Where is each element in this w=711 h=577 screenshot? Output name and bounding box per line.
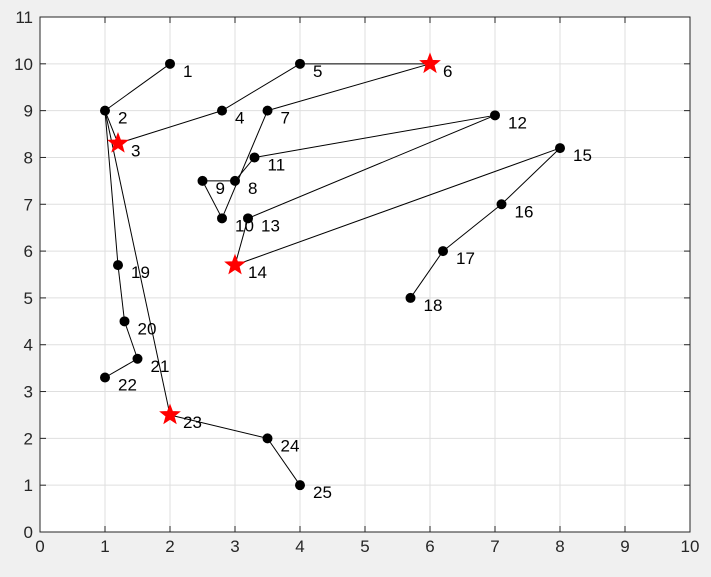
edge-line [117, 265, 125, 322]
point-marker [405, 292, 416, 303]
point-label: 25 [313, 483, 332, 502]
point-label: 10 [235, 216, 254, 235]
point-label: 3 [131, 141, 140, 160]
point-label: 14 [248, 263, 267, 282]
x-tick-label: 8 [555, 537, 564, 556]
y-tick-label: 7 [24, 195, 33, 214]
point-marker [243, 213, 253, 224]
star-marker [224, 253, 246, 275]
edge-line [169, 414, 268, 439]
edge-line [104, 358, 138, 378]
x-tick-label: 3 [230, 537, 239, 556]
connection-lines [104, 63, 561, 486]
x-tick-label: 6 [425, 537, 434, 556]
point-label: 16 [515, 202, 534, 221]
star-marker [107, 131, 129, 153]
x-tick-label: 9 [620, 537, 629, 556]
x-tick-label: 4 [295, 537, 304, 556]
point-label: 15 [573, 146, 592, 165]
x-tick-label: 0 [35, 537, 44, 556]
edge-line [221, 63, 301, 112]
point-marker [132, 353, 143, 364]
y-tick-label: 8 [24, 148, 33, 167]
point-marker [262, 433, 273, 444]
x-tick-label: 2 [165, 537, 174, 556]
edge-line [104, 110, 119, 266]
edge-line [104, 110, 171, 416]
point-marker [119, 316, 130, 327]
star-marker [159, 403, 181, 425]
point-marker [100, 105, 110, 116]
y-tick-label: 2 [24, 429, 33, 448]
point-marker [113, 260, 123, 271]
y-tick-label: 1 [24, 476, 33, 495]
edge-line [442, 203, 502, 252]
point-label: 24 [281, 436, 300, 455]
x-tick-label: 7 [490, 537, 499, 556]
point-label: 20 [138, 319, 157, 338]
point-marker [490, 110, 500, 121]
point-markers [100, 52, 565, 491]
edge-line [501, 147, 561, 205]
edge-line [267, 63, 431, 112]
edge-line [202, 180, 223, 219]
point-marker [249, 152, 260, 163]
y-tick-label: 10 [14, 55, 33, 74]
point-marker [165, 58, 175, 69]
edge-line [247, 114, 496, 219]
point-label: 2 [118, 109, 127, 128]
edge-line [124, 321, 138, 359]
point-label: 6 [443, 62, 452, 81]
point-label: 22 [118, 376, 137, 395]
point-marker [295, 480, 305, 491]
point-label: 19 [131, 263, 150, 282]
y-tick-label: 3 [24, 383, 33, 402]
point-marker [262, 105, 273, 116]
point-marker [217, 213, 227, 224]
point-label: 12 [508, 113, 527, 132]
x-tick-label: 1 [100, 537, 109, 556]
point-label: 21 [151, 357, 170, 376]
point-label: 11 [268, 155, 286, 174]
point-label: 9 [216, 179, 225, 198]
edge-line [117, 110, 223, 144]
point-label: 5 [313, 62, 322, 81]
point-label: 18 [424, 296, 443, 315]
x-tick-label: 5 [360, 537, 369, 556]
edge-line [234, 157, 255, 182]
edge-line [234, 218, 249, 266]
point-label: 13 [261, 216, 280, 235]
point-marker [438, 246, 448, 257]
y-tick-label: 9 [24, 102, 33, 121]
point-marker [295, 58, 305, 69]
edge-line [234, 147, 561, 266]
point-marker [555, 143, 565, 154]
edge-line [410, 250, 444, 299]
point-label: 7 [281, 109, 290, 128]
point-label: 1 [183, 62, 192, 81]
edge-line [104, 63, 171, 112]
point-label: 4 [235, 109, 244, 128]
point-marker [496, 199, 507, 210]
point-marker [230, 175, 240, 186]
x-tick-label: 10 [681, 537, 700, 556]
y-tick-label: 0 [24, 523, 33, 542]
point-marker [100, 372, 110, 383]
edge-line [254, 114, 496, 158]
point-label: 8 [248, 179, 257, 198]
y-tick-label: 5 [24, 289, 33, 308]
star-marker [419, 52, 441, 74]
point-label: 23 [183, 413, 202, 432]
y-tick-label: 6 [24, 242, 33, 261]
point-label: 17 [456, 249, 475, 268]
y-tick-label: 11 [15, 8, 33, 27]
y-tick-label: 4 [24, 336, 33, 355]
point-marker [197, 175, 208, 186]
edge-line [267, 438, 301, 486]
edge-line [221, 110, 268, 219]
point-marker [217, 105, 227, 116]
